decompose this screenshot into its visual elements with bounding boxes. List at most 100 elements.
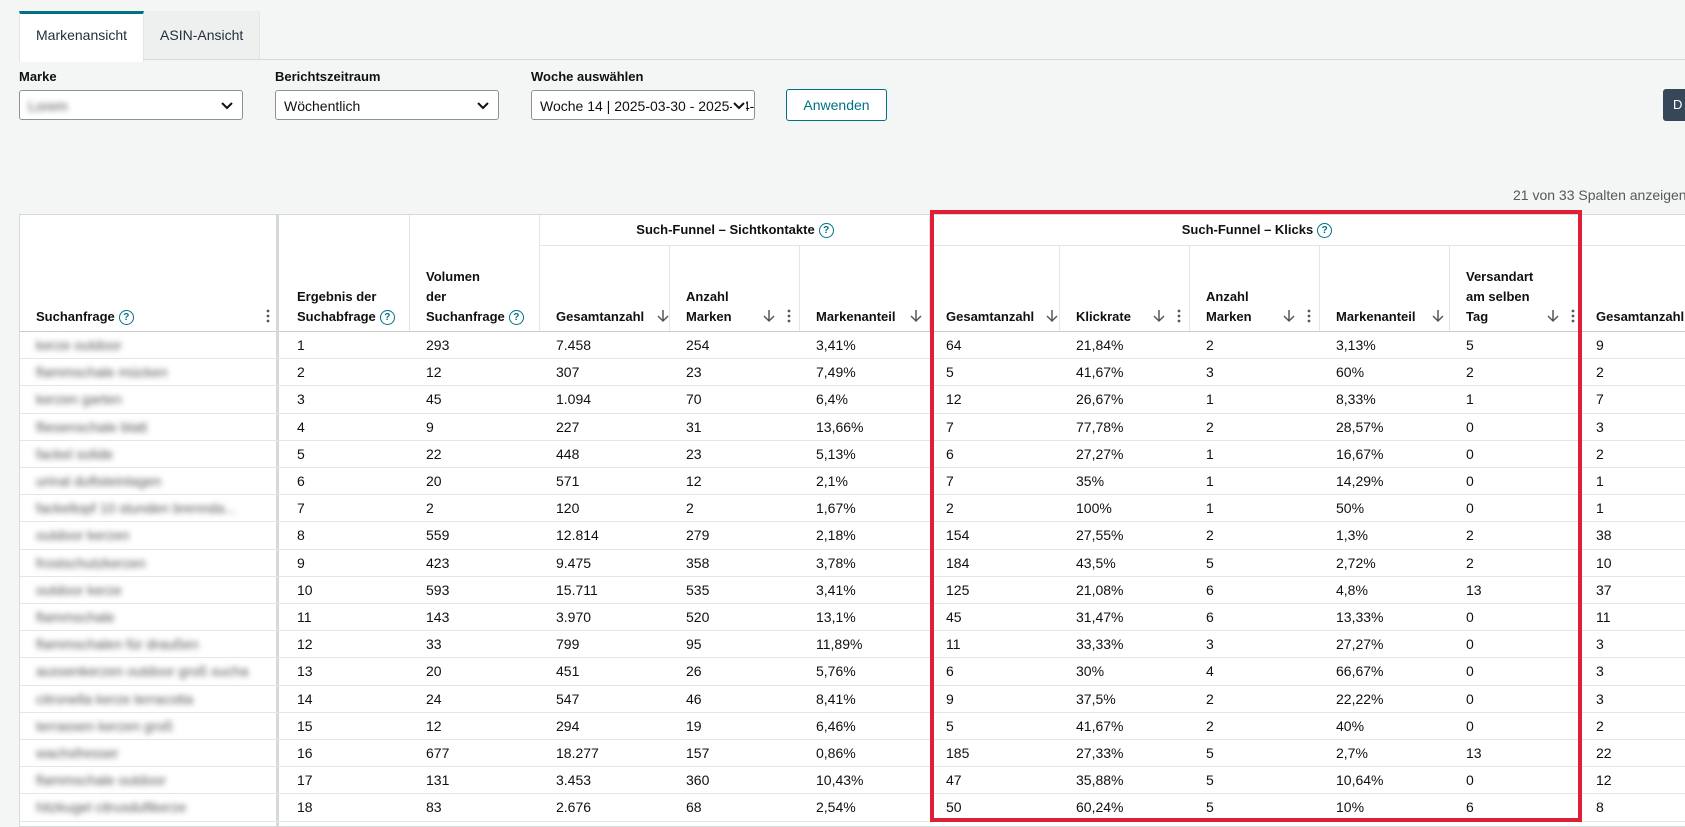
sort-arrow-icon[interactable] bbox=[1046, 309, 1058, 323]
cell-clicks-total: 6 bbox=[946, 663, 954, 680]
tab-brand-view[interactable]: Markenansicht bbox=[19, 11, 145, 62]
chevron-down-icon bbox=[221, 102, 233, 110]
cell-clicks-brands: 6 bbox=[1206, 609, 1214, 625]
table-row[interactable]: kerze outdoor 1 293 7.458 254 3,41% 64 21,84% 2 3… bbox=[20, 332, 1685, 360]
cell-query[interactable]: aussenkerzen outdoor groß sucha bbox=[36, 663, 249, 680]
table-row[interactable]: fackeltopf 10 stunden brennda... 7 2 120 2 1,… bbox=[20, 495, 1685, 523]
cell-clicks-share: 14,29% bbox=[1336, 473, 1384, 489]
column-divider bbox=[929, 245, 930, 331]
columns-shown-note[interactable]: 21 von 33 Spalten anzeigen bbox=[1513, 187, 1685, 203]
cell-query[interactable]: hitzkugel citrusduftkerze bbox=[36, 799, 187, 816]
col-header-click-rate[interactable]: Klickrate bbox=[1076, 309, 1131, 324]
table-row[interactable]: flammschale outdoor 17 131 3.453 360 10,43% 47… bbox=[20, 767, 1685, 795]
table-row[interactable]: hitzkugel citrusduftkerze 18 83 2.676 68 2,54… bbox=[20, 794, 1685, 822]
cell-impressions-share: 11,89% bbox=[816, 636, 863, 653]
cell-clicks-share: 1,3% bbox=[1336, 527, 1368, 544]
cell-query[interactable]: flammschale mücken bbox=[36, 364, 168, 381]
help-icon[interactable]: ? bbox=[1317, 223, 1333, 239]
col-header-query[interactable]: Suchanfrage? bbox=[36, 307, 134, 327]
cell-impressions-brands: 279 bbox=[686, 527, 710, 544]
cell-query[interactable]: flammschale bbox=[36, 609, 115, 625]
help-icon[interactable]: ? bbox=[379, 310, 395, 326]
column-divider bbox=[539, 215, 540, 331]
table-row[interactable]: terrassen kerzen groß 15 12 294 19 6,46% 5 41,6… bbox=[20, 713, 1685, 740]
col-header-clicks-brands-line2: Marken bbox=[1206, 309, 1252, 324]
cell-volume: 559 bbox=[426, 527, 450, 544]
week-select[interactable]: Woche 14 | 2025-03-30 - 2025-04-05 bbox=[531, 90, 755, 120]
table-row[interactable]: outdoor kerze 10 593 15.711 535 3,41% 125 21,08… bbox=[20, 577, 1685, 604]
sort-arrow-icon[interactable] bbox=[657, 309, 669, 323]
column-divider bbox=[1059, 245, 1060, 331]
column-menu-icon[interactable] bbox=[266, 309, 270, 323]
col-header-clicks-share[interactable]: Markenanteil bbox=[1336, 309, 1416, 324]
cell-rank: 5 bbox=[297, 445, 305, 462]
cell-impressions-total: 2.676 bbox=[556, 799, 592, 816]
help-icon[interactable]: ? bbox=[118, 310, 134, 326]
sort-arrow-icon[interactable] bbox=[763, 309, 775, 323]
cell-rank: 13 bbox=[297, 663, 313, 680]
cell-clicks-total: 47 bbox=[946, 772, 962, 789]
col-header-rank[interactable]: Ergebnis der Suchabfrage? bbox=[297, 287, 417, 327]
column-menu-icon[interactable] bbox=[1307, 309, 1311, 323]
table-row[interactable]: fackel solide 5 22 448 23 5,13% 6 27,27% 1 16,67%… bbox=[20, 441, 1685, 468]
cell-query[interactable]: flammschale outdoor bbox=[36, 772, 166, 789]
cell-query[interactable]: citronella kerze terracotta bbox=[36, 690, 194, 707]
cell-query[interactable]: outdoor kerzen bbox=[36, 527, 130, 544]
table-row[interactable]: flammschale 11 143 3.970 520 13,1% 45 31,47% 6 13… bbox=[20, 604, 1685, 632]
col-header-same-day-line3: Tag bbox=[1466, 309, 1489, 324]
table-row[interactable]: frostschutzkerzen 9 423 9.475 358 3,78% 184 43,… bbox=[20, 550, 1685, 577]
cell-query[interactable]: fliesenschale blatt bbox=[36, 418, 148, 435]
col-header-clicks-total[interactable]: Gesamtanzahl bbox=[946, 309, 1035, 324]
cell-query[interactable]: wachsfresser bbox=[36, 745, 119, 761]
table-row[interactable]: outdoor kerzen 8 559 12.814 279 2,18% 154 27,55… bbox=[20, 522, 1685, 550]
column-menu-icon[interactable] bbox=[1571, 309, 1575, 323]
cell-query[interactable]: fackeltopf 10 stunden brennda... bbox=[36, 500, 237, 517]
cell-next-total: 8 bbox=[1596, 799, 1604, 816]
table-row[interactable]: fliesenschale blatt 4 9 227 31 13,66% 7 77,78% 2… bbox=[20, 414, 1685, 441]
sort-arrow-icon[interactable] bbox=[910, 309, 922, 323]
col-header-volume[interactable]: Volumen der Suchanfrage? bbox=[426, 267, 546, 327]
help-icon[interactable]: ? bbox=[818, 223, 834, 239]
table-row[interactable]: citronella kerze terracotta 14 24 547 46 8,41… bbox=[20, 686, 1685, 713]
col-header-clicks-brands[interactable]: Anzahl Marken bbox=[1206, 287, 1252, 327]
cell-query[interactable]: terrassen kerzen groß bbox=[36, 717, 173, 734]
cell-impressions-total: 3.453 bbox=[556, 772, 592, 789]
sort-arrow-icon[interactable] bbox=[1547, 309, 1559, 323]
col-header-impressions-total[interactable]: Gesamtanzahl bbox=[556, 309, 645, 324]
table-row[interactable]: flammschale mücken 2 12 307 23 7,49% 5 41,67% 3 6… bbox=[20, 359, 1685, 387]
tab-asin-view[interactable]: ASIN-Ansicht bbox=[144, 11, 261, 59]
col-header-same-day[interactable]: Versandart am selben Tag bbox=[1466, 267, 1533, 327]
table-row[interactable]: aussenkerzen outdoor groß sucha 13 20 451 26… bbox=[20, 658, 1685, 686]
cell-clicks-brands: 5 bbox=[1206, 554, 1214, 571]
cell-query[interactable]: fackel solide bbox=[36, 445, 114, 462]
download-button[interactable]: D bbox=[1663, 89, 1685, 121]
sort-arrow-icon[interactable] bbox=[1432, 309, 1444, 323]
table-row[interactable]: flammschalen für draußen 12 33 799 95 11,89% 1… bbox=[20, 631, 1685, 659]
cell-impressions-share: 2,54% bbox=[816, 799, 856, 816]
apply-button[interactable]: Anwenden bbox=[786, 89, 887, 121]
column-divider bbox=[409, 215, 410, 331]
cell-same-day: 0 bbox=[1466, 772, 1474, 789]
help-icon[interactable]: ? bbox=[508, 310, 524, 326]
cell-click-rate: 27,27% bbox=[1076, 445, 1124, 462]
brand-select[interactable]: Lorem bbox=[19, 90, 243, 120]
cell-volume: 593 bbox=[426, 581, 450, 598]
cell-query[interactable]: frostschutzkerzen bbox=[36, 554, 146, 571]
table-row[interactable]: kerzen garten 3 45 1.094 70 6,4% 12 26,67% 1 8,33… bbox=[20, 386, 1685, 414]
cell-query[interactable]: kerzen garten bbox=[36, 391, 122, 408]
column-menu-icon[interactable] bbox=[787, 309, 791, 323]
cell-volume: 20 bbox=[426, 473, 442, 489]
column-menu-icon[interactable] bbox=[1177, 309, 1181, 323]
col-header-next-total[interactable]: Gesamtanzahl bbox=[1596, 309, 1685, 324]
cell-query[interactable]: kerze outdoor bbox=[36, 337, 122, 353]
table-row[interactable]: urinal duftsteinlagen 6 20 571 12 2,1% 7 35% 1 14… bbox=[20, 468, 1685, 496]
cell-query[interactable]: flammschalen für draußen bbox=[36, 636, 199, 653]
sort-arrow-icon[interactable] bbox=[1283, 309, 1295, 323]
col-header-impressions-share[interactable]: Markenanteil bbox=[816, 309, 896, 324]
table-row[interactable]: wachsfresser 16 677 18.277 157 0,86% 185 27,33%… bbox=[20, 740, 1685, 768]
cell-query[interactable]: outdoor kerze bbox=[36, 581, 122, 598]
col-header-impressions-brands[interactable]: Anzahl Marken bbox=[686, 287, 732, 327]
period-select[interactable]: Wöchentlich bbox=[275, 90, 499, 120]
cell-query[interactable]: urinal duftsteinlagen bbox=[36, 473, 162, 489]
sort-arrow-icon[interactable] bbox=[1153, 309, 1165, 323]
